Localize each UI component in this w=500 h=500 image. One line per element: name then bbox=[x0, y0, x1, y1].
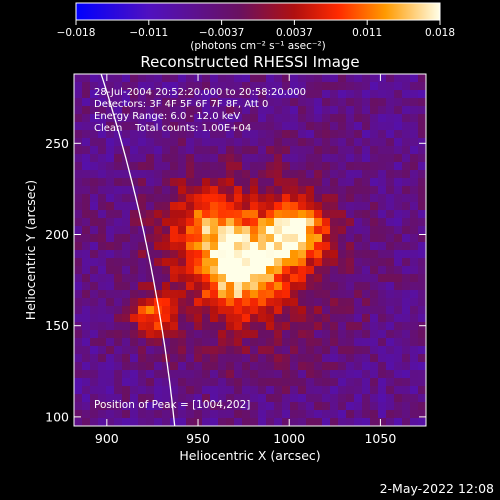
x-tick-label: 950 bbox=[186, 431, 210, 446]
colorbar-tick-label: 0.018 bbox=[425, 27, 455, 39]
y-tick-label: 150 bbox=[45, 318, 69, 333]
x-tick-label: 1050 bbox=[364, 431, 396, 446]
x-axis: 900 950 1000 1050 bbox=[95, 74, 396, 446]
solar-limb-line bbox=[100, 74, 176, 426]
colorbar-tick-label: 0.011 bbox=[352, 27, 382, 39]
y-tick-label: 250 bbox=[45, 136, 69, 151]
annotation-clean: Clean Total counts: 1.00E+04 bbox=[94, 123, 251, 134]
annotation-energy: Energy Range: 6.0 - 12.0 keV bbox=[94, 111, 240, 122]
x-tick-label: 900 bbox=[95, 431, 119, 446]
annotation-detectors: Detectors: 3F 4F 5F 6F 7F 8F, Att 0 bbox=[94, 99, 268, 110]
y-axis: 100 150 200 250 bbox=[45, 136, 426, 424]
colorbar-tick-label: −0.011 bbox=[129, 27, 168, 39]
colorbar-tick-label: 0.0037 bbox=[276, 27, 313, 39]
y-tick-label: 100 bbox=[45, 409, 69, 424]
x-tick-label: 1000 bbox=[273, 431, 305, 446]
peak-position-label: Position of Peak = [1004,202] bbox=[94, 399, 250, 411]
y-axis-label: Heliocentric Y (arcsec) bbox=[23, 180, 38, 320]
footer-date: 2-May-2022 12:08 bbox=[380, 481, 494, 496]
x-axis-label: Heliocentric X (arcsec) bbox=[179, 448, 320, 463]
colorbar-units: (photons cm⁻² s⁻¹ asec⁻²) bbox=[190, 40, 325, 52]
colorbar-tick-label: −0.0037 bbox=[199, 27, 245, 39]
annotation-block: 28-Jul-2004 20:52:20.000 to 20:58:20.000… bbox=[94, 87, 306, 134]
colorbar bbox=[75, 2, 441, 21]
chart-title: Reconstructed RHESSI Image bbox=[140, 53, 359, 71]
plot-frame bbox=[73, 73, 427, 427]
colorbar-tick-label: −0.018 bbox=[57, 27, 96, 39]
heatmap-pixels bbox=[74, 74, 426, 426]
colorbar-ticks: −0.018 −0.011 −0.0037 0.0037 0.011 0.018 bbox=[57, 20, 455, 39]
y-tick-label: 200 bbox=[45, 227, 69, 242]
annotation-time: 28-Jul-2004 20:52:20.000 to 20:58:20.000 bbox=[94, 87, 306, 98]
